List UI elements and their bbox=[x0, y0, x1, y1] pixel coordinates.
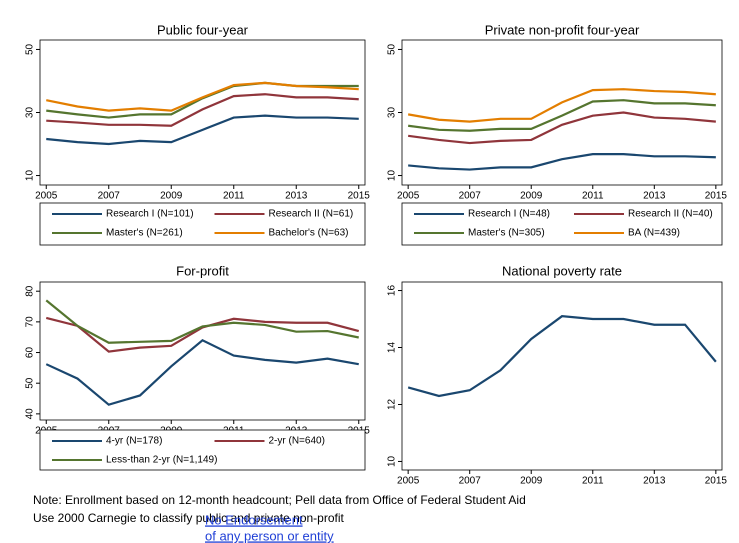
series-line bbox=[46, 114, 359, 146]
chart-title: Public four-year bbox=[157, 22, 249, 37]
x-tick-label: 2007 bbox=[459, 476, 482, 487]
legend-label: 4-yr (N=178) bbox=[106, 436, 162, 447]
x-tick-label: 2011 bbox=[582, 191, 604, 202]
series-line bbox=[46, 81, 359, 112]
y-tick-label: 10 bbox=[387, 170, 398, 182]
x-tick-label: 2007 bbox=[98, 191, 121, 202]
x-tick-label: 2013 bbox=[643, 476, 666, 487]
legend-box bbox=[401, 202, 723, 246]
x-tick-label: 2013 bbox=[643, 191, 666, 202]
x-tick-label: 2007 bbox=[459, 191, 482, 202]
y-tick-label: 80 bbox=[25, 285, 36, 297]
y-tick-label: 50 bbox=[387, 43, 398, 55]
y-tick-label: 10 bbox=[387, 455, 398, 467]
legend-label: Master's (N=305) bbox=[468, 228, 545, 239]
x-tick-label: 2011 bbox=[582, 476, 604, 487]
note: Note: Enrollment based on 12-month headc… bbox=[33, 493, 526, 507]
series-line bbox=[408, 153, 716, 171]
legend-label: Research I (N=101) bbox=[106, 209, 194, 220]
legend-label: Research I (N=48) bbox=[468, 209, 550, 220]
series-line bbox=[408, 99, 716, 132]
y-tick-label: 10 bbox=[25, 170, 36, 182]
plot-frame bbox=[401, 39, 723, 186]
y-tick-label: 60 bbox=[25, 347, 36, 359]
legend-label: Less-than 2-yr (N=1,149) bbox=[106, 455, 217, 466]
series-line bbox=[45, 338, 359, 406]
y-tick-label: 16 bbox=[387, 285, 398, 297]
plot-frame bbox=[39, 281, 366, 421]
x-tick-label: 2009 bbox=[520, 476, 543, 487]
chart-title: For-profit bbox=[176, 263, 229, 278]
legend-label: Research II (N=61) bbox=[269, 209, 354, 220]
plot-frame bbox=[39, 39, 366, 186]
y-tick-label: 30 bbox=[387, 107, 398, 119]
x-tick-label: 2005 bbox=[397, 191, 420, 202]
plot-frame bbox=[401, 281, 723, 471]
y-tick-label: 70 bbox=[25, 316, 36, 328]
note: Use 2000 Carnegie to classify public and… bbox=[33, 511, 345, 525]
link[interactable]: of any person or entity bbox=[205, 528, 334, 543]
x-tick-label: 2005 bbox=[397, 476, 420, 487]
y-tick-label: 14 bbox=[387, 342, 398, 354]
y-tick-label: 50 bbox=[25, 43, 36, 55]
legend-box bbox=[39, 429, 366, 471]
legend-label: 2-yr (N=640) bbox=[269, 436, 325, 447]
y-tick-label: 40 bbox=[25, 408, 36, 420]
series-line bbox=[46, 93, 359, 127]
legend-label: Master's (N=261) bbox=[106, 228, 183, 239]
y-tick-label: 30 bbox=[25, 107, 36, 119]
x-tick-label: 2009 bbox=[520, 191, 543, 202]
series-line bbox=[408, 111, 716, 145]
x-tick-label: 2015 bbox=[348, 191, 371, 202]
y-tick-label: 50 bbox=[25, 377, 36, 389]
x-tick-label: 2005 bbox=[35, 191, 58, 202]
series-line bbox=[407, 88, 716, 123]
series-line bbox=[45, 299, 359, 344]
legend-label: BA (N=439) bbox=[628, 228, 680, 239]
link[interactable]: No Endorsement bbox=[205, 512, 303, 527]
y-tick-label: 12 bbox=[387, 398, 398, 410]
chart-title: Private non-profit four-year bbox=[485, 22, 640, 37]
chart-title: National poverty rate bbox=[502, 263, 622, 278]
legend-label: Research II (N=40) bbox=[628, 209, 713, 220]
x-tick-label: 2015 bbox=[705, 476, 728, 487]
x-tick-label: 2011 bbox=[223, 191, 245, 202]
legend-box bbox=[39, 202, 366, 246]
legend-label: Bachelor's (N=63) bbox=[269, 228, 349, 239]
x-tick-label: 2015 bbox=[705, 191, 728, 202]
x-tick-label: 2009 bbox=[160, 191, 183, 202]
x-tick-label: 2013 bbox=[285, 191, 308, 202]
series-line bbox=[407, 315, 717, 398]
